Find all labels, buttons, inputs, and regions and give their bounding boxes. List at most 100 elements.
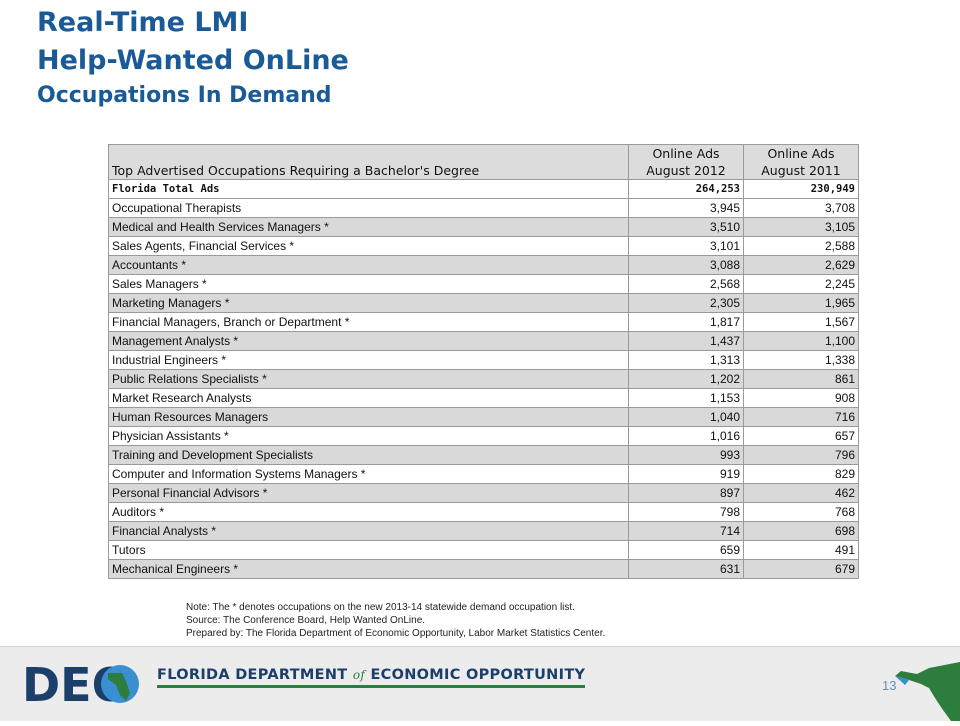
table-row: Mechanical Engineers * 631 679 <box>108 559 859 579</box>
ads-2012-cell: 2,568 <box>628 274 744 294</box>
dept-name-part1: FLORIDA DEPARTMENT <box>157 667 348 683</box>
total-2012: 264,253 <box>628 179 744 199</box>
dept-name-part2: ECONOMIC OPPORTUNITY <box>370 667 586 683</box>
notes-block: Note: The * denotes occupations on the n… <box>186 601 605 640</box>
occupation-cell: Industrial Engineers * <box>108 350 629 370</box>
note-text: Note: The * denotes occupations on the n… <box>186 602 575 613</box>
table-row: Human Resources Managers 1,040 716 <box>108 407 859 427</box>
occupation-cell: Public Relations Specialists * <box>108 369 629 389</box>
section-title: Occupations In Demand <box>37 83 332 108</box>
total-row: Florida Total Ads 264,253 230,949 <box>108 179 859 199</box>
table-row: Auditors * 798 768 <box>108 502 859 522</box>
prepared-by-text: Prepared by: The Florida Department of E… <box>186 628 606 639</box>
ads-2012-cell: 1,040 <box>628 407 744 427</box>
table-row: Financial Managers, Branch or Department… <box>108 312 859 332</box>
ads-2011-cell: 698 <box>743 521 859 541</box>
occupation-cell: Sales Managers * <box>108 274 629 294</box>
ads-2011-cell: 679 <box>743 559 859 579</box>
occupation-cell: Training and Development Specialists <box>108 445 629 465</box>
table-row: Industrial Engineers * 1,313 1,338 <box>108 350 859 370</box>
table-row: Physician Assistants * 1,016 657 <box>108 426 859 446</box>
occupation-cell: Sales Agents, Financial Services * <box>108 236 629 256</box>
occupation-cell: Medical and Health Services Managers * <box>108 217 629 237</box>
header-cell-august-2011: August 2011 <box>743 162 859 180</box>
table-row: Marketing Managers * 2,305 1,965 <box>108 293 859 313</box>
occupation-cell: Computer and Information Systems Manager… <box>108 464 629 484</box>
florida-map-icon <box>895 652 960 726</box>
ads-2011-cell: 1,338 <box>743 350 859 370</box>
ads-2012-cell: 3,101 <box>628 236 744 256</box>
ads-2012-cell: 659 <box>628 540 744 560</box>
page-number: 13 <box>882 678 897 693</box>
ads-2011-cell: 1,567 <box>743 312 859 332</box>
deo-logo-icon: DEO <box>22 657 140 714</box>
table-row: Training and Development Specialists 993 7… <box>108 445 859 465</box>
table-row: Management Analysts * 1,437 1,100 <box>108 331 859 351</box>
department-name: FLORIDA DEPARTMENT of ECONOMIC OPPORTUNI… <box>157 667 586 688</box>
table-row: Accountants * 3,088 2,629 <box>108 255 859 275</box>
ads-2011-cell: 716 <box>743 407 859 427</box>
table-row: Medical and Health Services Managers * 3,… <box>108 217 859 237</box>
occupation-cell: Market Research Analysts <box>108 388 629 408</box>
occupation-cell: Accountants * <box>108 255 629 275</box>
header-row-2: Top Advertised Occupations Requiring a B… <box>108 162 859 180</box>
ads-2012-cell: 3,945 <box>628 198 744 218</box>
occupation-cell: Financial Managers, Branch or Department… <box>108 312 629 332</box>
ads-2011-cell: 3,105 <box>743 217 859 237</box>
occupation-cell: Management Analysts * <box>108 331 629 351</box>
header-cell-online-ads-2011: Online Ads <box>743 144 859 162</box>
ads-2011-cell: 2,629 <box>743 255 859 275</box>
table-row: Market Research Analysts 1,153 908 <box>108 388 859 408</box>
header-cell <box>108 144 629 162</box>
ads-2012-cell: 3,088 <box>628 255 744 275</box>
occupations-table-container: Online Ads Online Ads Top Advertised Occ… <box>108 144 859 582</box>
ads-2012-cell: 3,510 <box>628 217 744 237</box>
ads-2011-cell: 2,245 <box>743 274 859 294</box>
ads-2011-cell: 768 <box>743 502 859 522</box>
source-text: Source: The Conference Board, Help Wante… <box>186 615 426 626</box>
ads-2012-cell: 2,305 <box>628 293 744 313</box>
ads-2011-cell: 861 <box>743 369 859 389</box>
ads-2012-cell: 798 <box>628 502 744 522</box>
ads-2011-cell: 2,588 <box>743 236 859 256</box>
ads-2012-cell: 1,016 <box>628 426 744 446</box>
ads-2011-cell: 796 <box>743 445 859 465</box>
ads-2012-cell: 1,817 <box>628 312 744 332</box>
ads-2012-cell: 631 <box>628 559 744 579</box>
table-row: Personal Financial Advisors * 897 462 <box>108 483 859 503</box>
table-row: Occupational Therapists 3,945 3,708 <box>108 198 859 218</box>
ads-2011-cell: 3,708 <box>743 198 859 218</box>
ads-2011-cell: 491 <box>743 540 859 560</box>
ads-2012-cell: 1,313 <box>628 350 744 370</box>
header-cell-online-ads-2012: Online Ads <box>628 144 744 162</box>
ads-2012-cell: 1,437 <box>628 331 744 351</box>
ads-2012-cell: 1,153 <box>628 388 744 408</box>
table-row: Financial Analysts * 714 698 <box>108 521 859 541</box>
occupation-cell: Tutors <box>108 540 629 560</box>
occupation-cell: Personal Financial Advisors * <box>108 483 629 503</box>
table-row: Sales Managers * 2,568 2,245 <box>108 274 859 294</box>
occupations-table: Online Ads Online Ads Top Advertised Occ… <box>108 144 859 579</box>
ads-2012-cell: 993 <box>628 445 744 465</box>
table-row: Computer and Information Systems Manager… <box>108 464 859 484</box>
ads-2011-cell: 829 <box>743 464 859 484</box>
header-cell-august-2012: August 2012 <box>628 162 744 180</box>
title-block: Real-Time LMI Help-Wanted OnLine Occupat… <box>37 4 349 112</box>
table-row: Sales Agents, Financial Services * 3,101 2… <box>108 236 859 256</box>
occupation-cell: Auditors * <box>108 502 629 522</box>
header-cell-occupation: Top Advertised Occupations Requiring a B… <box>108 162 629 180</box>
occupation-cell: Occupational Therapists <box>108 198 629 218</box>
ads-2012-cell: 714 <box>628 521 744 541</box>
total-2011: 230,949 <box>743 179 859 199</box>
ads-2011-cell: 657 <box>743 426 859 446</box>
occupation-cell: Physician Assistants * <box>108 426 629 446</box>
footer: DEO FLORIDA DEPARTMENT of ECONOMIC OPPOR… <box>0 646 960 721</box>
ads-2012-cell: 919 <box>628 464 744 484</box>
occupation-cell: Marketing Managers * <box>108 293 629 313</box>
occupation-cell: Financial Analysts * <box>108 521 629 541</box>
ads-2011-cell: 462 <box>743 483 859 503</box>
occupation-cell: Human Resources Managers <box>108 407 629 427</box>
ads-2011-cell: 1,965 <box>743 293 859 313</box>
dept-name-of: of <box>352 668 366 682</box>
ads-2011-cell: 908 <box>743 388 859 408</box>
